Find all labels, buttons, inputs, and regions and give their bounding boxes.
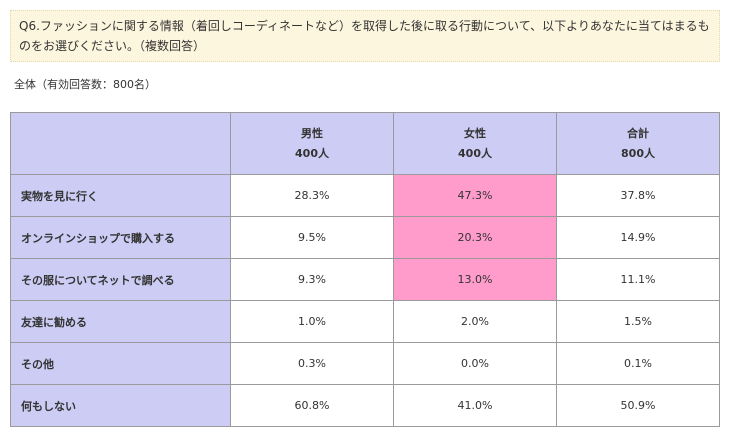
question-box: Q6.ファッションに関する情報（着回しコーディネートなど）を取得した後に取る行動…: [10, 10, 720, 62]
cell-male: 9.3%: [230, 258, 394, 301]
cell-female: 47.3%: [393, 174, 557, 217]
cell-female: 13.0%: [393, 258, 557, 301]
cell-total: 37.8%: [556, 174, 720, 217]
table-row: 実物を見に行く 28.3% 47.3% 37.8%: [10, 174, 720, 217]
table-row: その服についてネットで調べる 9.3% 13.0% 11.1%: [10, 258, 720, 301]
cell-female: 0.0%: [393, 342, 557, 385]
question-text: Q6.ファッションに関する情報（着回しコーディネートなど）を取得した後に取る行動…: [19, 19, 710, 53]
table-row: その他 0.3% 0.0% 0.1%: [10, 342, 720, 385]
column-header-female: 女性 400人: [393, 112, 557, 175]
table-row: 何もしない 60.8% 41.0% 50.9%: [10, 384, 720, 427]
table-row: 友達に勧める 1.0% 2.0% 1.5%: [10, 300, 720, 343]
cell-total: 14.9%: [556, 216, 720, 259]
column-label: 男性: [301, 126, 323, 140]
column-header-male: 男性 400人: [230, 112, 394, 175]
column-label: 女性: [464, 126, 486, 140]
row-label: 友達に勧める: [10, 300, 231, 343]
table-header-row: 男性 400人 女性 400人 合計 800人: [10, 112, 720, 175]
row-label: 何もしない: [10, 384, 231, 427]
table-row: オンラインショップで購入する 9.5% 20.3% 14.9%: [10, 216, 720, 259]
cell-total: 11.1%: [556, 258, 720, 301]
cell-total: 1.5%: [556, 300, 720, 343]
row-label: その他: [10, 342, 231, 385]
column-count: 400人: [295, 146, 329, 160]
row-label: 実物を見に行く: [10, 174, 231, 217]
row-label: オンラインショップで購入する: [10, 216, 231, 259]
row-label: その服についてネットで調べる: [10, 258, 231, 301]
table-corner-cell: [10, 112, 231, 175]
cell-female: 20.3%: [393, 216, 557, 259]
cell-male: 1.0%: [230, 300, 394, 343]
column-label: 合計: [627, 126, 649, 140]
result-table: 男性 400人 女性 400人 合計 800人 実物を見に行く 28.3% 47…: [10, 112, 720, 427]
cell-male: 9.5%: [230, 216, 394, 259]
cell-total: 0.1%: [556, 342, 720, 385]
cell-male: 28.3%: [230, 174, 394, 217]
column-header-total: 合計 800人: [556, 112, 720, 175]
column-count: 800人: [621, 146, 655, 160]
cell-total: 50.9%: [556, 384, 720, 427]
cell-male: 60.8%: [230, 384, 394, 427]
respondent-summary: 全体（有効回答数：800名）: [14, 78, 156, 91]
cell-male: 0.3%: [230, 342, 394, 385]
column-count: 400人: [458, 146, 492, 160]
cell-female: 41.0%: [393, 384, 557, 427]
cell-female: 2.0%: [393, 300, 557, 343]
